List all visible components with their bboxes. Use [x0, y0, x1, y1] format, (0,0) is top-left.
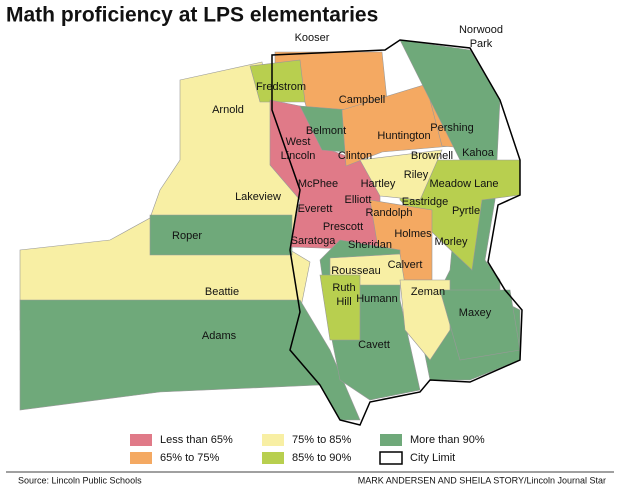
region [249, 59, 306, 103]
school-label: Brownell [411, 150, 453, 162]
school-label: Maxey [459, 307, 492, 319]
legend-swatch [130, 434, 152, 446]
school-label: Arnold [212, 104, 244, 116]
legend-label: 85% to 90% [292, 452, 352, 464]
school-label: Belmont [306, 125, 346, 137]
school-label: Kahoa [462, 147, 495, 159]
school-label: Lakeview [235, 191, 281, 203]
region [149, 214, 293, 256]
school-label: Pyrtle [452, 205, 480, 217]
region [19, 299, 361, 421]
legend-swatch [262, 452, 284, 464]
legend-swatch [262, 434, 284, 446]
school-label: Calvert [388, 259, 423, 271]
school-label: Sheridan [348, 239, 392, 251]
school-label: Lincoln [281, 150, 316, 162]
school-label: Holmes [394, 228, 432, 240]
regions [19, 39, 523, 426]
school-label: McPhee [298, 178, 338, 190]
school-label: Cavett [358, 339, 390, 351]
school-label: Zeman [411, 286, 445, 298]
legend-label: Less than 65% [160, 434, 233, 446]
legend-label: City Limit [410, 452, 455, 464]
school-label: Hartley [361, 178, 396, 190]
school-label: Saratoga [291, 235, 337, 247]
school-label: Randolph [365, 207, 412, 219]
school-label: Adams [202, 330, 237, 342]
school-label: Elliott [345, 194, 372, 206]
school-label: Meadow Lane [429, 178, 498, 190]
legend-swatch [379, 451, 403, 465]
school-label: Park [470, 38, 493, 50]
school-label: Eastridge [402, 196, 448, 208]
school-label: Campbell [339, 94, 385, 106]
region [319, 274, 361, 341]
school-label: Pershing [430, 122, 473, 134]
school-label: Beattie [205, 286, 239, 298]
school-label: Riley [404, 169, 429, 181]
legend-label: More than 90% [410, 434, 485, 446]
school-label: Everett [298, 203, 333, 215]
school-label: Hill [336, 296, 351, 308]
legend: Less than 65% 65% to 75% 75% to 85% 85% to … [130, 434, 485, 465]
school-label: Humann [356, 293, 398, 305]
school-label: Morley [434, 236, 468, 248]
region [359, 149, 443, 201]
school-labels: Kooser Norwood Park Fredstrom Campbell Arnold… [172, 24, 503, 351]
legend-swatch [130, 452, 152, 464]
school-label: Huntington [377, 130, 430, 142]
legend-label: 75% to 85% [292, 434, 352, 446]
school-label: West [286, 136, 311, 148]
school-label: Prescott [323, 221, 363, 233]
title: Math proficiency at LPS elementaries [6, 4, 378, 27]
source: Source: Lincoln Public Schools [18, 475, 142, 485]
school-label: Roper [172, 230, 202, 242]
school-label: Fredstrom [256, 81, 306, 93]
school-label: Ruth [332, 282, 355, 294]
legend-swatch [380, 434, 402, 446]
school-label: Norwood [459, 24, 503, 36]
legend-label: 65% to 75% [160, 452, 220, 464]
school-label: Kooser [295, 32, 330, 44]
school-label: Clinton [338, 150, 372, 162]
credit: MARK ANDERSEN AND SHEILA STORY/Lincoln J… [358, 475, 606, 485]
region [399, 279, 451, 361]
school-label: Rousseau [331, 265, 381, 277]
city-limit [271, 39, 523, 426]
